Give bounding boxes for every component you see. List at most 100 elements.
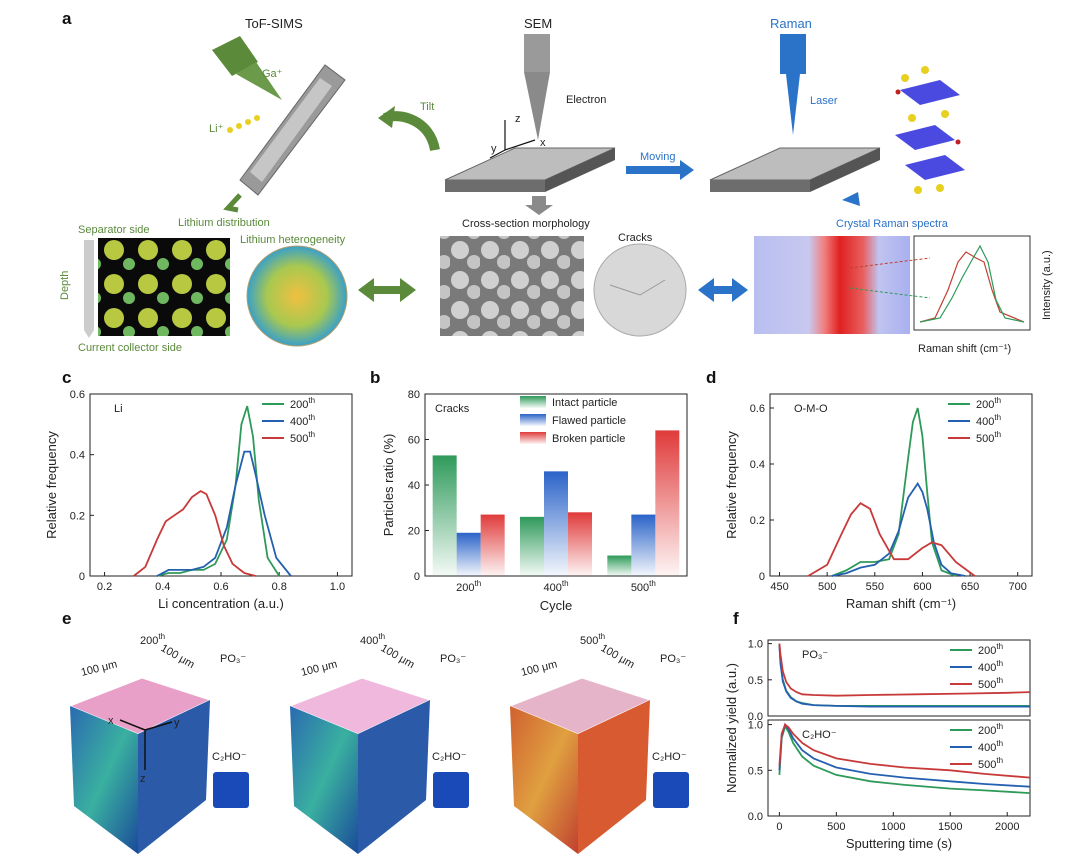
legend-label-2: 500th <box>976 430 1001 445</box>
x-tick-label: 1000 <box>881 821 905 833</box>
x-tick-label: 0.2 <box>97 581 112 593</box>
moving-arrow-icon <box>626 160 694 180</box>
chart-annotation: O-M-O <box>794 403 828 415</box>
double-arrow-blue-icon <box>698 278 748 302</box>
laser-label: Laser <box>810 95 838 107</box>
panel-label-b: b <box>370 368 380 387</box>
series-line-2 <box>778 643 1031 697</box>
cube-ion-label-1: PO₃⁻ <box>440 653 466 665</box>
ga-gun-icon <box>212 36 258 76</box>
chart-c: c 0.2 0.4 0.6 0.8 1.0 0 0.2 0.4 0.6 Li 200th 400th 5… <box>44 368 353 611</box>
y-tick-label: 80 <box>408 389 420 401</box>
cube-dim1-0: 100 μm <box>80 658 119 679</box>
legend-label-0: Intact particle <box>552 397 617 409</box>
dashed-green-pointer <box>849 287 931 299</box>
raman-sample-side <box>710 180 810 192</box>
chart-d: d 450 500 550 600 650 700 0 0.2 0.4 0.6 O-M-O 200th… <box>706 368 1033 611</box>
chart-f: f 0.0 0.5 1.0 PO₃⁻ 200th 400th 500th 0 500 1000 15… <box>724 609 1031 851</box>
legend-label-1: Flawed particle <box>552 415 626 427</box>
x-tick-label: 1.0 <box>330 581 345 593</box>
sem-sample-side <box>445 180 545 192</box>
tilt-arrowhead-icon <box>378 106 395 128</box>
x-tick-label: 0.6 <box>213 581 228 593</box>
x-tick-label: 0.8 <box>272 581 287 593</box>
x-tick-label: 0.4 <box>155 581 170 593</box>
series-line-0 <box>156 405 280 577</box>
legend-label-0: 200th <box>978 642 1003 657</box>
series-line-2 <box>807 502 976 577</box>
cracks-label: Cracks <box>618 232 653 244</box>
legend-label-0: 200th <box>978 722 1003 737</box>
raman-map-image <box>754 236 910 334</box>
x-axis-label: Cycle <box>540 598 573 613</box>
y-tick-label: 0.6 <box>750 403 765 415</box>
li-label: Li⁺ <box>209 123 224 135</box>
category-label-1: 400th <box>543 579 568 594</box>
intensity-label: Intensity (a.u.) <box>1041 250 1053 320</box>
cube-axis-x-label: x <box>108 715 114 727</box>
x-tick-label: 650 <box>961 581 979 593</box>
panel-label-e: e <box>62 609 71 628</box>
panel-label-a: a <box>62 9 72 28</box>
sem-tip-icon <box>524 72 550 140</box>
cube-inset-2 <box>653 772 689 808</box>
cube-right-0 <box>138 700 210 854</box>
cube-axis-x <box>119 719 146 731</box>
y-tick-label: 1.0 <box>748 720 763 732</box>
raman-label: Raman <box>770 16 812 31</box>
cube-axis-y-label: y <box>174 717 180 729</box>
legend-label-1: 400th <box>978 739 1003 754</box>
y-tick-label: 0 <box>79 571 85 583</box>
chart-annotation: Cracks <box>435 403 470 415</box>
axis-y-label: y <box>491 143 497 155</box>
series-line-1 <box>778 645 1030 708</box>
down-arrow-gray-icon <box>525 196 553 215</box>
y-tick-label: 0 <box>759 571 765 583</box>
raman-spectra-box <box>913 235 1031 331</box>
y-tick-label: 0.2 <box>70 510 85 522</box>
ga-beam-icon <box>236 62 282 100</box>
legend-label-2: 500th <box>978 676 1003 691</box>
raman-spectrum-green <box>919 244 1025 323</box>
tilt-label: Tilt <box>420 101 434 113</box>
cube-title-2: 500th <box>580 632 605 647</box>
crack-line <box>609 279 666 296</box>
cube-right-2 <box>578 700 650 854</box>
cube-right-1 <box>358 700 430 854</box>
bar-1-2 <box>631 514 656 576</box>
cube-dim1-2: 100 μm <box>520 658 559 679</box>
lithium-map-image <box>98 238 230 336</box>
cube-dim2-1: 100 μm <box>379 642 417 671</box>
moving-label: Moving <box>640 151 675 163</box>
cube-ion-label-0: PO₃⁻ <box>220 653 246 665</box>
x-tick-label: 2000 <box>995 821 1019 833</box>
cube-dim1-1: 100 μm <box>300 658 339 679</box>
lithium-heterogeneity-label: Lithium heterogeneity <box>240 234 346 246</box>
y-tick-label: 0.4 <box>70 450 85 462</box>
y-tick-label: 0 <box>414 571 420 583</box>
double-arrow-green-icon <box>358 278 416 302</box>
y-tick-label: 1.0 <box>748 639 763 651</box>
y-tick-label: 60 <box>408 435 420 447</box>
x-tick-label: 0 <box>776 821 782 833</box>
bar-0-1 <box>520 516 544 576</box>
crystal-raman-label: Crystal Raman spectra <box>836 218 949 230</box>
cross-section-label: Cross-section morphology <box>462 218 590 230</box>
bar-0-2 <box>607 555 632 576</box>
lithium-distribution-label: Lithium distribution <box>178 217 270 229</box>
y-tick-label: 0.4 <box>750 459 765 471</box>
series-line-1 <box>156 450 292 577</box>
dashed-red-pointer <box>849 257 931 269</box>
legend-swatch-2 <box>520 432 546 444</box>
legend-label-2: Broken particle <box>552 433 625 445</box>
raman-shift-label: Raman shift (cm⁻¹) <box>918 343 1011 355</box>
cube-left-1 <box>290 706 358 854</box>
x-tick-label: 550 <box>866 581 884 593</box>
y-tick-label: 0.0 <box>748 711 763 723</box>
legend-label-1: 400th <box>290 413 315 428</box>
y-axis-label: Normalized yield (a.u.) <box>724 663 739 793</box>
cube-left-0 <box>70 706 138 854</box>
y-tick-label: 0.5 <box>748 765 763 777</box>
cross-section-image <box>440 236 584 336</box>
cube-dim2-0: 100 μm <box>159 642 197 671</box>
